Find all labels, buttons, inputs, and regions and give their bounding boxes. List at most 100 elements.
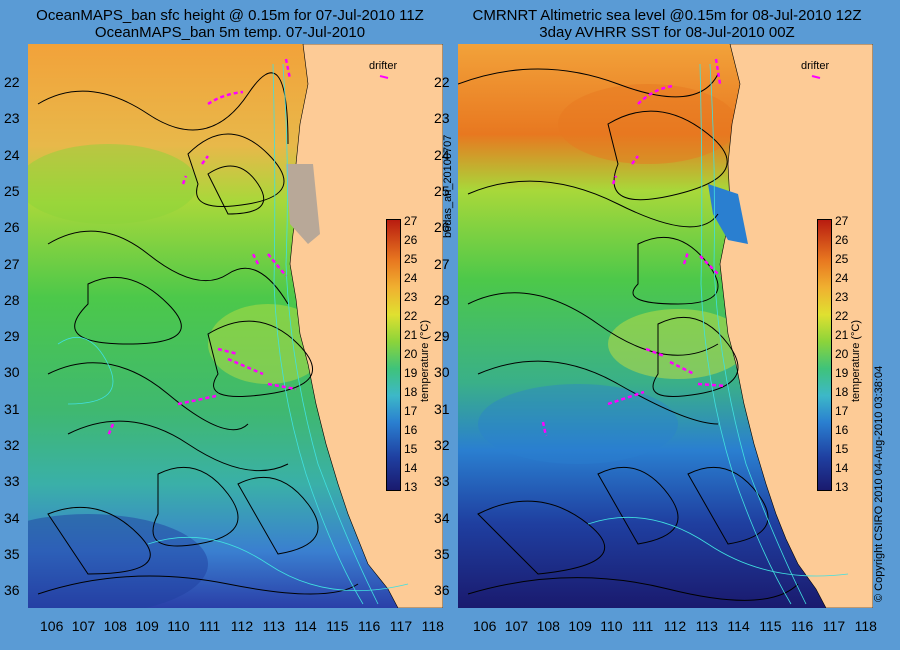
inland-water: [708, 184, 748, 244]
latitude-tick-label: 35: [434, 545, 450, 562]
bathymetry-lines: [57, 63, 409, 605]
colorbar-tick-label: 17: [835, 404, 849, 418]
latitude-tick-label: 34: [434, 509, 450, 526]
colorbar-tick-label: 24: [404, 271, 418, 285]
colorbar-tick-label: 14: [404, 461, 418, 475]
colorbar-tick-label: 26: [404, 233, 418, 247]
longitude-tick-label: 117: [822, 618, 846, 634]
colorbar-tick-label: 23: [404, 290, 418, 304]
sea-height-contours: [37, 72, 359, 595]
run-id-label: bodas_an_20100707: [442, 134, 454, 238]
drifter-label-right: drifter: [801, 60, 829, 72]
bathymetry-lines-right: [587, 63, 849, 605]
right-panel-title: CMRNRT Altimetric sea level @0.15m for 0…: [452, 7, 882, 41]
longitude-tick-label: 106: [473, 618, 497, 634]
latitude-tick-label: 36: [4, 582, 20, 599]
left-map-svg: drifter: [28, 44, 443, 608]
altimetric-contours: [458, 68, 799, 601]
longitude-tick-label: 116: [358, 618, 381, 634]
latitude-tick-label: 23: [434, 110, 450, 127]
latitude-tick-label: 26: [4, 219, 20, 236]
colorbar-tick-label: 24: [835, 271, 849, 285]
longitude-tick-label: 108: [536, 618, 560, 634]
latitude-tick-label: 35: [4, 545, 20, 562]
longitude-tick-label: 113: [262, 618, 285, 634]
colorbar-tick-label: 27: [404, 214, 418, 228]
longitude-tick-label: 110: [600, 618, 623, 634]
colorbar-tick-label: 25: [404, 252, 418, 266]
left-title-line1: OceanMAPS_ban sfc height @ 0.15m for 07-…: [36, 7, 424, 24]
longitude-tick-label: 114: [727, 618, 750, 634]
colorbar-tick-label: 22: [835, 309, 849, 323]
latitude-tick-label: 34: [4, 509, 20, 526]
colorbar-tick-label: 22: [404, 309, 418, 323]
colorbar-tick-label: 19: [404, 366, 418, 380]
longitude-tick-label: 116: [791, 618, 814, 634]
colorbar-tick-label: 16: [835, 423, 849, 437]
right-map-svg: drifter: [458, 44, 873, 608]
latitude-tick-label: 24: [4, 146, 20, 163]
drifter-legend-arrow-left: [379, 75, 389, 79]
left-colorbar-title: temperature (°C): [419, 319, 431, 402]
drifter-legend-arrow-right: [811, 75, 821, 79]
drifter-tracks-right: [541, 58, 727, 437]
latitude-tick-label: 26: [434, 219, 450, 236]
colorbar-tick-label: 21: [404, 328, 418, 342]
colorbar-tick-label: 18: [404, 385, 418, 399]
longitude-tick-label: 108: [103, 618, 127, 634]
latitude-tick-label: 36: [434, 582, 450, 599]
longitude-tick-label: 106: [40, 618, 64, 634]
longitude-tick-label: 109: [568, 618, 592, 634]
longitude-tick-label: 107: [71, 618, 96, 634]
colorbar-tick-label: 13: [404, 480, 418, 494]
longitude-tick-label: 112: [230, 618, 254, 634]
longitude-tick-label: 118: [421, 618, 444, 634]
colorbar-tick-label: 23: [835, 290, 849, 304]
left-title-line2: OceanMAPS_ban 5m temp. 07-Jul-2010: [94, 24, 366, 41]
latitude-tick-label: 31: [4, 400, 20, 417]
longitude-tick-label: 118: [854, 618, 877, 634]
colorbar-tick-label: 21: [835, 328, 849, 342]
latitude-tick-label: 25: [434, 182, 450, 199]
colorbar-tick-label: 25: [835, 252, 849, 266]
right-colorbar: [817, 219, 832, 491]
latitude-tick-label: 33: [434, 473, 450, 490]
left-map-panel: drifter: [28, 44, 443, 608]
latitude-tick-label: 28: [434, 291, 450, 308]
right-title-line1: CMRNRT Altimetric sea level @0.15m for 0…: [472, 7, 862, 24]
drifter-label-left: drifter: [369, 60, 397, 72]
left-panel-title: OceanMAPS_ban sfc height @ 0.15m for 07-…: [20, 7, 440, 41]
latitude-tick-label: 29: [434, 328, 450, 345]
colorbar-tick-label: 14: [835, 461, 849, 475]
colorbar-tick-label: 17: [404, 404, 418, 418]
latitude-tick-label: 23: [4, 110, 20, 127]
longitude-tick-label: 111: [632, 618, 654, 634]
colorbar-tick-label: 18: [835, 385, 849, 399]
inland-area: [286, 164, 320, 244]
latitude-tick-label: 27: [4, 255, 20, 272]
colorbar-tick-label: 15: [835, 442, 849, 456]
latitude-tick-label: 22: [4, 74, 20, 90]
colorbar-tick-label: 19: [835, 366, 849, 380]
longitude-tick-label: 111: [199, 618, 221, 634]
drifter-tracks: [106, 58, 297, 437]
longitude-tick-label: 114: [294, 618, 317, 634]
longitude-tick-label: 115: [759, 618, 782, 634]
latitude-tick-label: 31: [434, 400, 450, 417]
latitude-tick-label: 24: [434, 146, 450, 163]
right-map-panel: drifter: [458, 44, 873, 608]
colorbar-tick-label: 15: [404, 442, 418, 456]
colorbar-tick-label: 20: [835, 347, 849, 361]
right-title-line2: 3day AVHRR SST for 08-Jul-2010 00Z: [539, 24, 795, 41]
latitude-tick-label: 33: [4, 473, 20, 490]
latitude-tick-label: 27: [434, 255, 450, 272]
colorbar-tick-label: 13: [835, 480, 849, 494]
longitude-tick-label: 117: [389, 618, 413, 634]
latitude-tick-label: 30: [434, 364, 450, 381]
longitude-tick-label: 109: [135, 618, 159, 634]
latitude-tick-label: 32: [4, 437, 20, 453]
latitude-tick-label: 30: [4, 364, 20, 381]
longitude-tick-label: 107: [504, 618, 529, 634]
latitude-tick-label: 29: [4, 328, 20, 345]
colorbar-tick-label: 20: [404, 347, 418, 361]
